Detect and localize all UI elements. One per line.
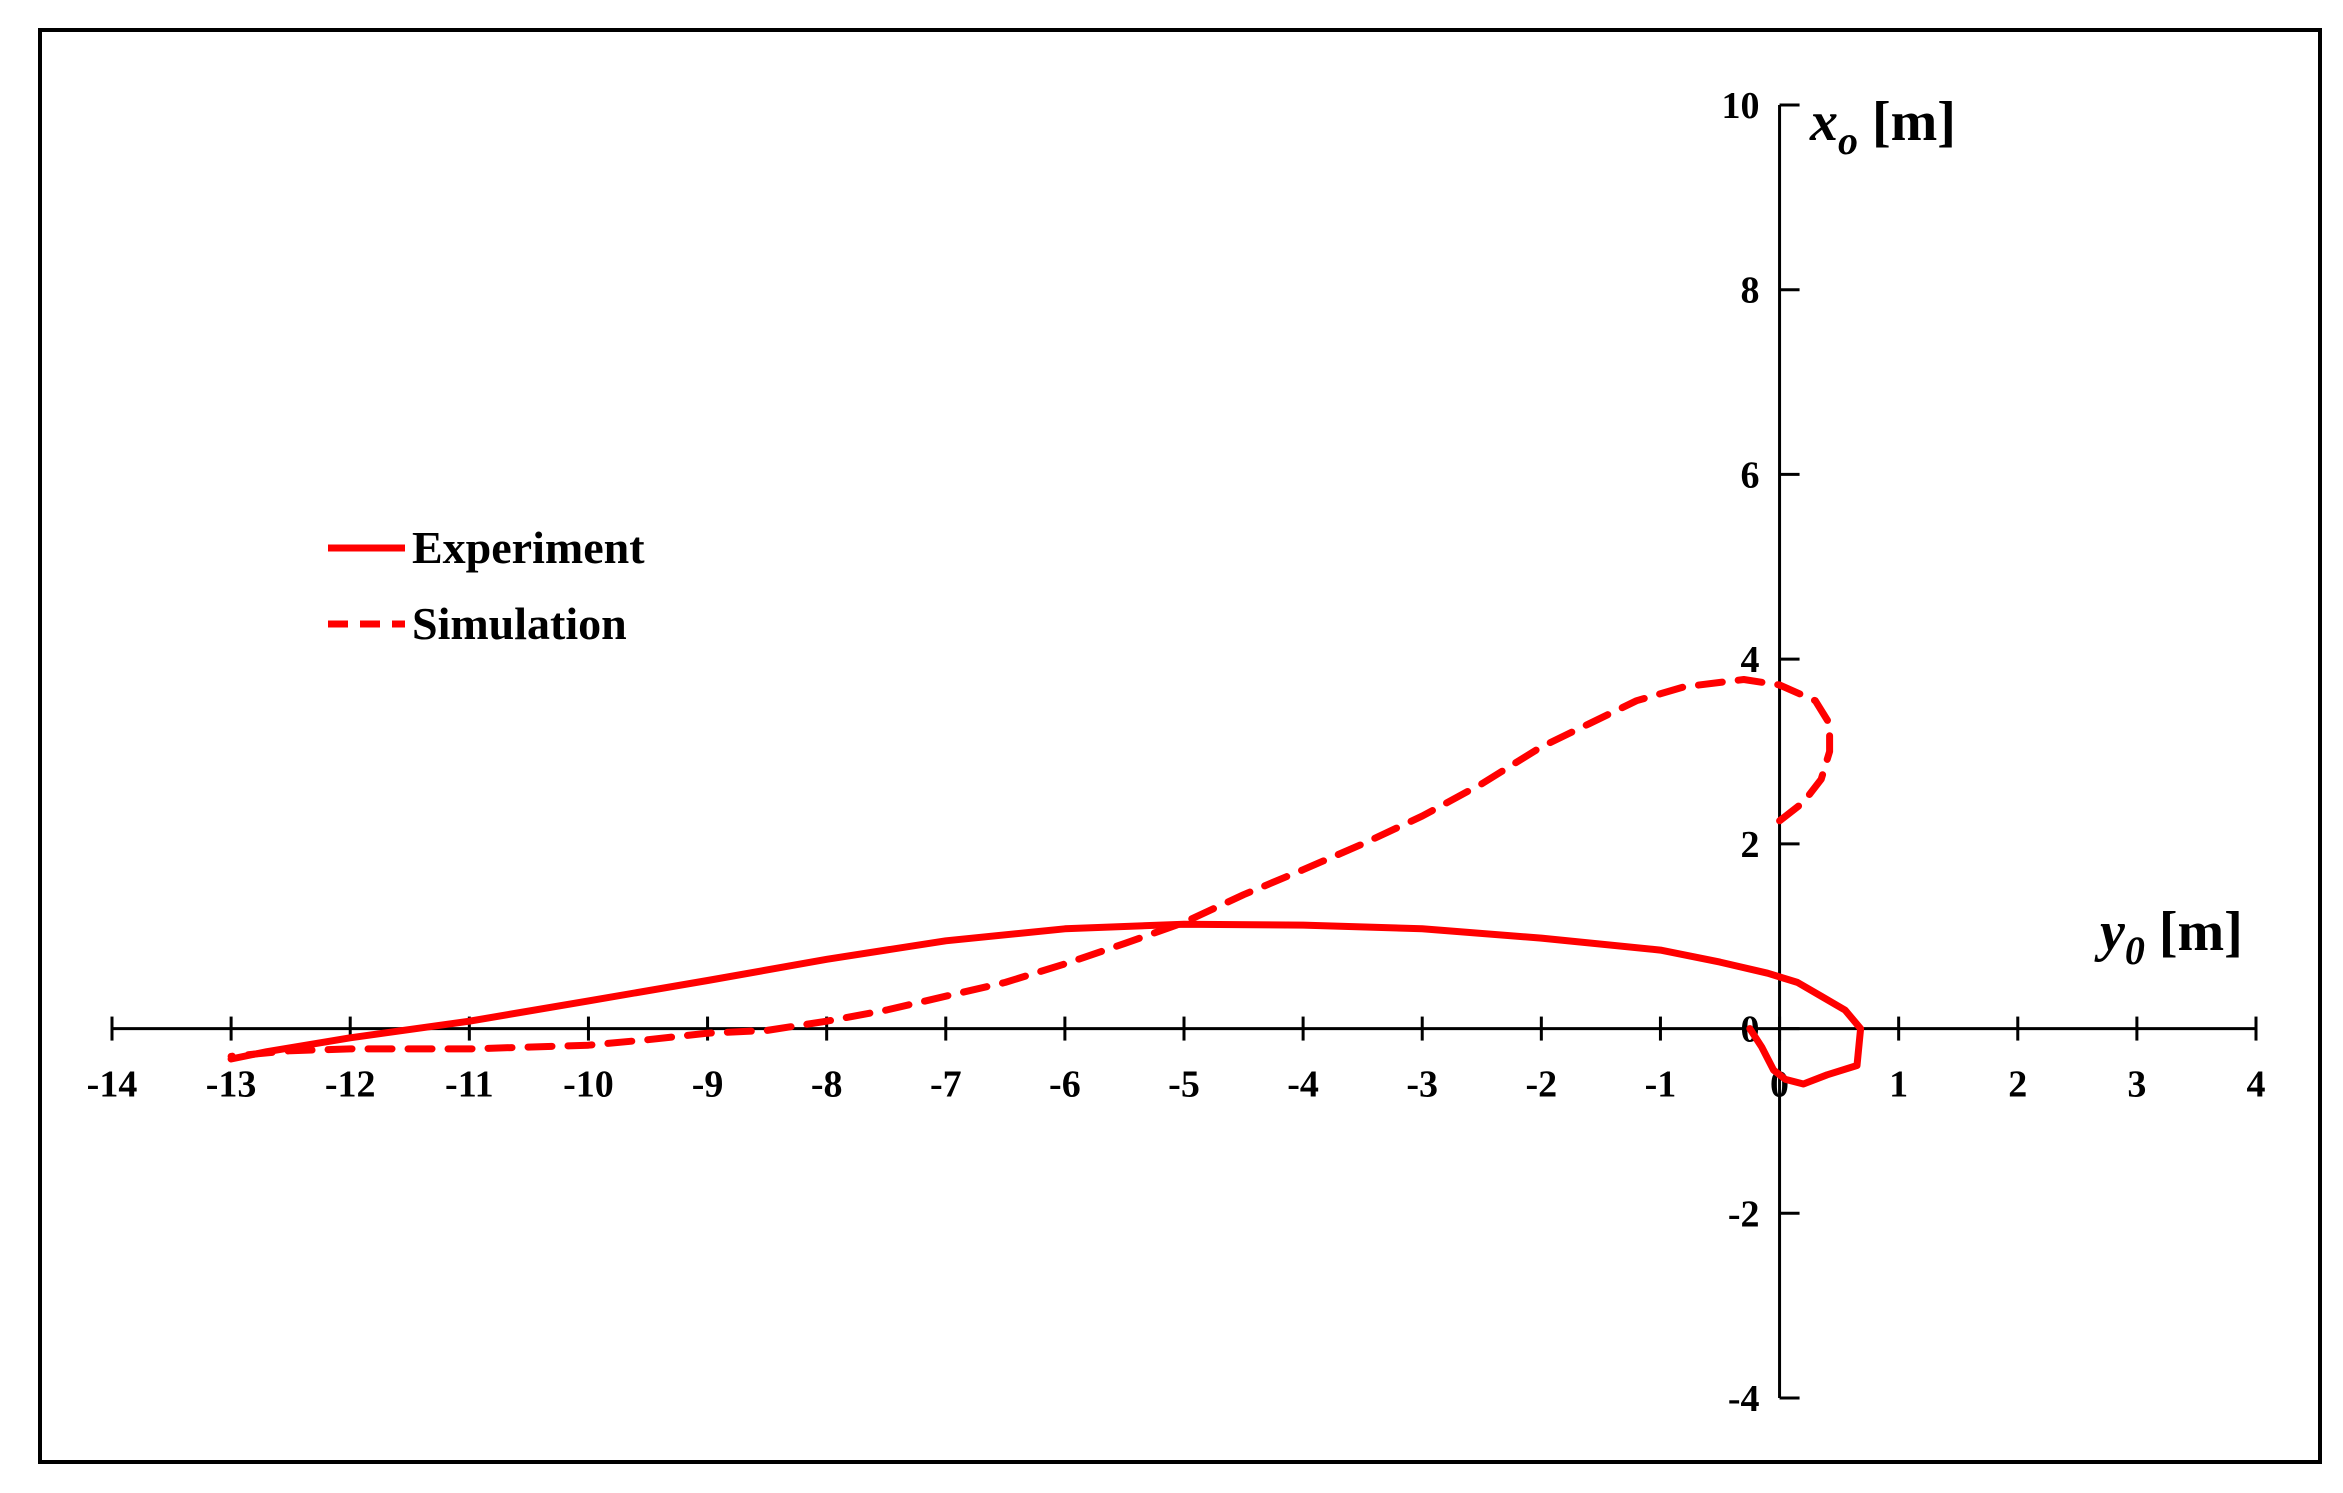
series-line-simulation (227, 676, 1834, 1060)
x-axis-title: y0 [m] (2094, 901, 2243, 973)
x-tick-label: -9 (692, 1064, 724, 1106)
x-tick-label: -1 (1645, 1064, 1677, 1106)
x-tick-label: -6 (1049, 1064, 1081, 1106)
x-axis-title-unit: [m] (2159, 901, 2243, 963)
y-tick-label: 6 (1741, 454, 1760, 496)
y-axis-title-unit: [m] (1872, 91, 1956, 153)
y-axis-title: xo [m] (1809, 91, 1956, 163)
series-layer (227, 676, 1865, 1088)
x-tick-label: 4 (2247, 1064, 2266, 1106)
y-axis-title-var: x (1809, 91, 1838, 153)
x-tick-label: 3 (2127, 1064, 2146, 1106)
legend: Experiment Simulation (328, 522, 645, 649)
series-line-experiment (227, 920, 1865, 1088)
x-tick-label: -4 (1287, 1064, 1319, 1106)
x-tick-label: -5 (1168, 1064, 1200, 1106)
x-tick-label: -8 (811, 1064, 843, 1106)
y-tick-label: 8 (1741, 270, 1760, 312)
x-axis-title-var: y (2094, 901, 2126, 963)
x-tick-label: -3 (1406, 1064, 1438, 1106)
x-tick-label: -7 (930, 1064, 962, 1106)
y-tick-label: -4 (1728, 1378, 1760, 1420)
legend-simulation-label: Simulation (412, 598, 627, 649)
chart-border (38, 28, 2322, 1464)
x-tick-label: 2 (2008, 1064, 2027, 1106)
y-axis-title-sub: o (1838, 118, 1858, 163)
x-tick-label: -10 (563, 1064, 614, 1106)
x-tick-label: -2 (1526, 1064, 1558, 1106)
x-tick-label: -13 (206, 1064, 257, 1106)
x-tick-label: -12 (325, 1064, 376, 1106)
legend-experiment-label: Experiment (412, 522, 645, 573)
y-tick-label: 2 (1741, 824, 1760, 866)
y-tick-label: 4 (1741, 639, 1760, 681)
x-tick-label: -11 (445, 1064, 494, 1106)
x-tick-label: 1 (1889, 1064, 1908, 1106)
x-axis-title-sub: 0 (2125, 928, 2145, 973)
x-tick-label: -14 (87, 1064, 138, 1106)
y-tick-label: 10 (1722, 85, 1760, 127)
y-tick-label: -2 (1728, 1193, 1760, 1235)
